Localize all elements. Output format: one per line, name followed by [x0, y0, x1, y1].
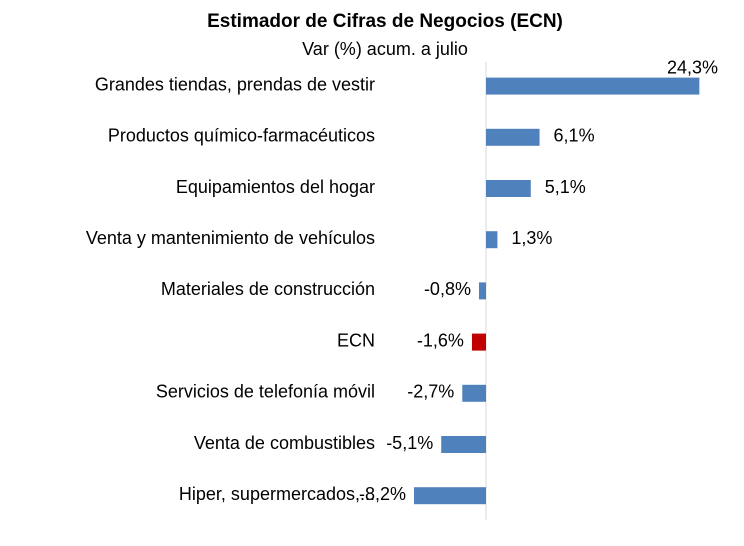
value-label: 1,3%: [511, 228, 552, 248]
bar: [462, 384, 486, 402]
value-label: -0,8%: [424, 279, 471, 299]
category-label: Hiper, supermercados,...: [179, 484, 375, 504]
bar: [486, 77, 700, 95]
bar: [486, 128, 540, 146]
category-label: Equipamientos del hogar: [176, 177, 375, 197]
bar: [478, 282, 486, 300]
value-label: -5,1%: [386, 433, 433, 453]
value-label: -2,7%: [407, 382, 454, 402]
category-label: Venta y mantenimiento de vehículos: [86, 228, 375, 248]
value-label: 24,3%: [667, 57, 718, 77]
category-label: Venta de combustibles: [194, 433, 375, 453]
category-label: Servicios de telefonía móvil: [156, 382, 375, 402]
category-label: Grandes tiendas, prendas de vestir: [95, 74, 375, 94]
value-label: 6,1%: [554, 126, 595, 146]
bar: [441, 436, 486, 453]
bar: [414, 487, 486, 505]
bar: [486, 180, 531, 197]
bar: [486, 231, 498, 249]
value-label: -1,6%: [417, 330, 464, 350]
chart-subtitle: Var (%) acum. a julio: [302, 39, 468, 59]
value-label: -8,2%: [359, 484, 406, 504]
category-label: Materiales de construcción: [161, 279, 375, 299]
category-label: ECN: [337, 330, 375, 350]
category-label: Productos químico-farmacéuticos: [108, 126, 375, 146]
bar: [471, 333, 486, 351]
chart-title: Estimador de Cifras de Negocios (ECN): [207, 11, 563, 32]
value-label: 5,1%: [545, 177, 586, 197]
